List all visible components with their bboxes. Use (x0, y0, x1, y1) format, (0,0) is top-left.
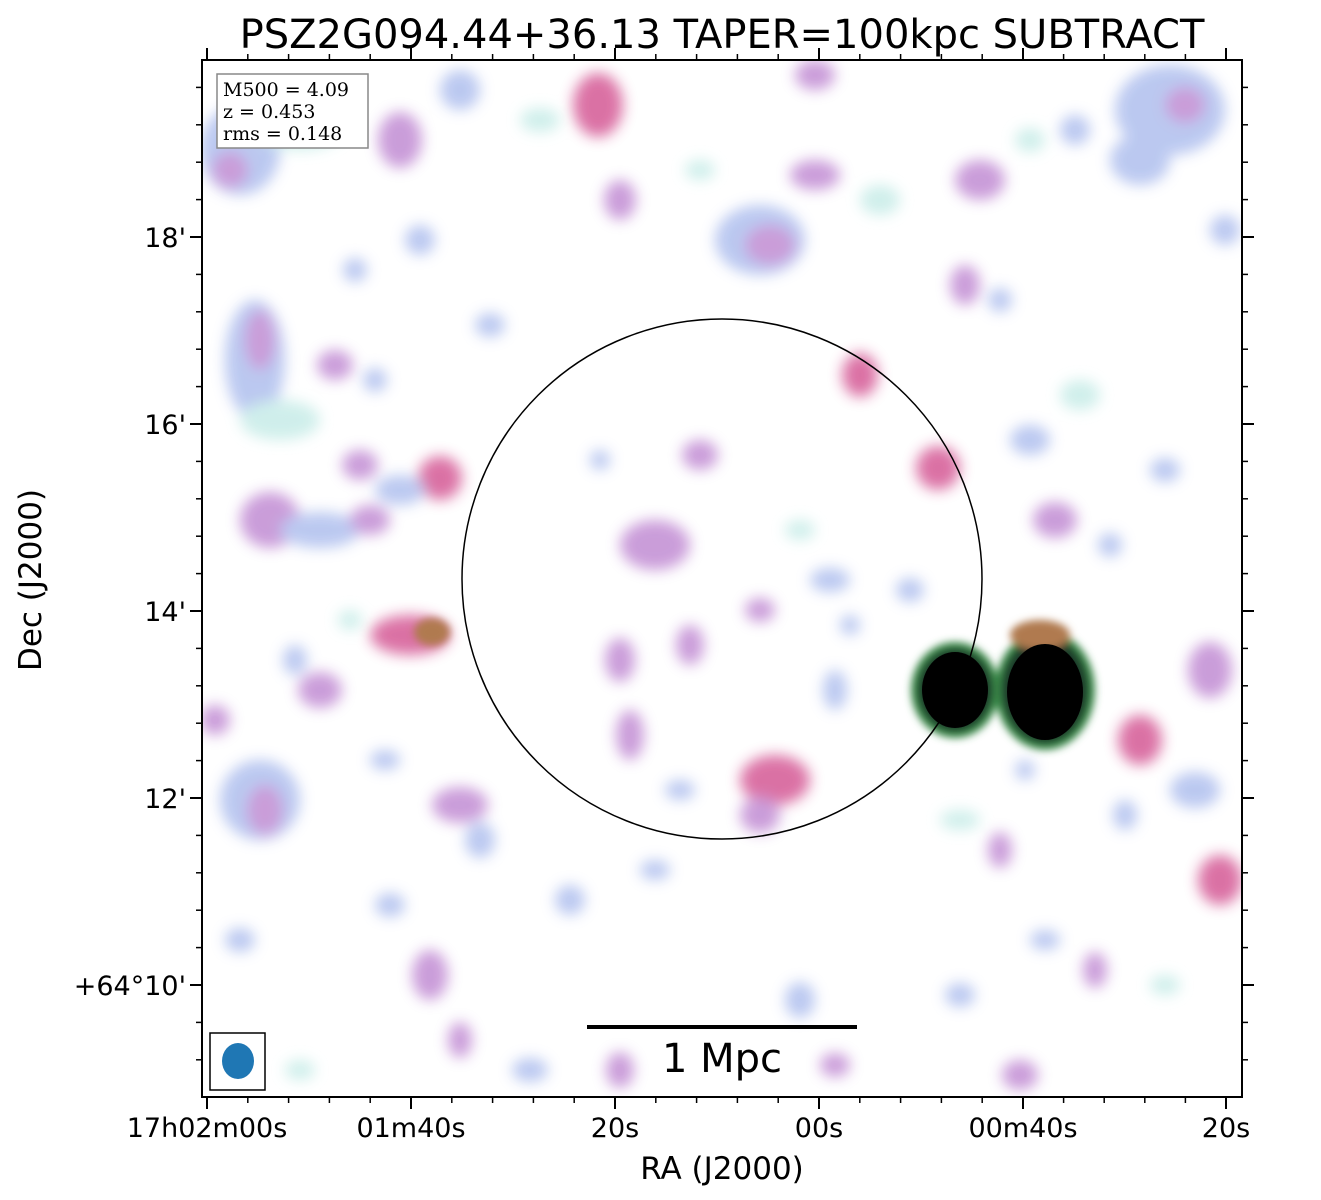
y-tick-label: 14' (144, 597, 186, 628)
x-tick-label: 20s (591, 1113, 639, 1144)
chart-title: PSZ2G094.44+36.13 TAPER=100kpc SUBTRACT (240, 12, 1205, 58)
x-tick-label: 00s (795, 1113, 843, 1144)
x-axis: 17h02m00s 01m40s 20s 00s 00m40s 20s RA (… (127, 1113, 1251, 1187)
x-axis-label: RA (J2000) (640, 1151, 804, 1187)
info-z: z = 0.453 (223, 101, 315, 123)
info-box (216, 73, 369, 149)
x-tick-label: 17h02m00s (127, 1113, 288, 1144)
y-axis: 18' 16' 14' 12' +64°10' Dec (J2000) (13, 223, 186, 1002)
x-tick-label: 01m40s (356, 1113, 465, 1144)
map-background (202, 60, 1242, 1097)
info-m500: M500 = 4.09 (223, 79, 349, 101)
plot-frame (201, 59, 1243, 1098)
y-tick-label: 16' (144, 410, 186, 441)
axis-ticks (190, 48, 1254, 1109)
y-tick-label: 18' (144, 223, 186, 254)
y-tick-label: 12' (144, 784, 186, 815)
x-tick-label: 00m40s (968, 1113, 1077, 1144)
beam-ellipse (222, 1043, 254, 1079)
info-rms: rms = 0.148 (223, 123, 342, 145)
scale-bar-label: 1 Mpc (662, 1036, 782, 1082)
r500-circle (461, 318, 983, 840)
radio-map: 1 Mpc M500 = 4.09 z = 0.453 rms = 0.148 (202, 60, 1242, 1097)
y-axis-label: Dec (J2000) (13, 489, 49, 671)
y-tick-label: +64°10' (74, 971, 186, 1002)
x-tick-label: 20s (1202, 1113, 1250, 1144)
